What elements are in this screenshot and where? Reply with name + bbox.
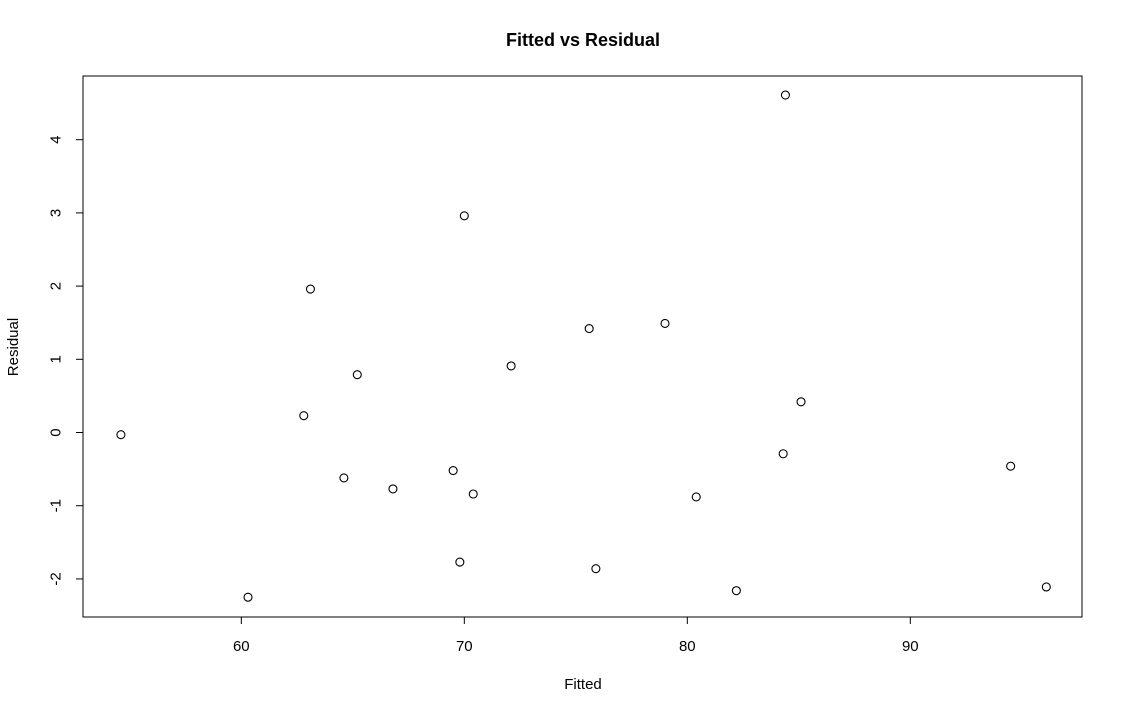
- x-tick-label: 80: [679, 638, 696, 655]
- data-point: [305, 284, 316, 294]
- data-point: [506, 361, 516, 371]
- data-point: [388, 484, 398, 494]
- plot-frame: [82, 75, 1083, 618]
- x-axis: 60 70 80 90: [233, 617, 919, 655]
- y-axis-label: Residual: [5, 318, 22, 376]
- data-point: [731, 586, 741, 596]
- y-tick-label: -2: [48, 572, 65, 585]
- x-tick-label: 60: [233, 638, 250, 655]
- data-point: [299, 411, 309, 421]
- data-point: [1041, 582, 1051, 592]
- data-point: [243, 592, 253, 602]
- y-axis: -2 -1 0 1 2 3 4: [48, 136, 83, 586]
- data-point: [591, 564, 601, 574]
- y-tick-label: 3: [48, 209, 65, 217]
- x-tick-label: 90: [902, 638, 919, 655]
- x-axis-label: Fitted: [564, 676, 602, 693]
- chart-title: Fitted vs Residual: [506, 30, 660, 50]
- data-point: [1006, 461, 1016, 471]
- data-point: [448, 466, 458, 476]
- data-point: [468, 489, 478, 499]
- data-point: [459, 211, 469, 221]
- data-point: [116, 430, 126, 440]
- data-point: [352, 370, 362, 380]
- x-tick-label: 70: [456, 638, 473, 655]
- data-point: [778, 449, 788, 459]
- data-point: [796, 397, 806, 407]
- data-point: [780, 90, 790, 100]
- data-point: [455, 557, 465, 567]
- data-point: [584, 324, 594, 334]
- data-point: [339, 473, 349, 483]
- y-tick-label: 0: [48, 428, 65, 436]
- data-points: [116, 90, 1051, 602]
- data-point: [691, 492, 701, 502]
- y-tick-label: 2: [48, 282, 65, 290]
- y-tick-label: 1: [48, 355, 65, 363]
- y-tick-label: 4: [48, 136, 65, 144]
- data-point: [660, 318, 670, 328]
- y-tick-label: -1: [48, 499, 65, 512]
